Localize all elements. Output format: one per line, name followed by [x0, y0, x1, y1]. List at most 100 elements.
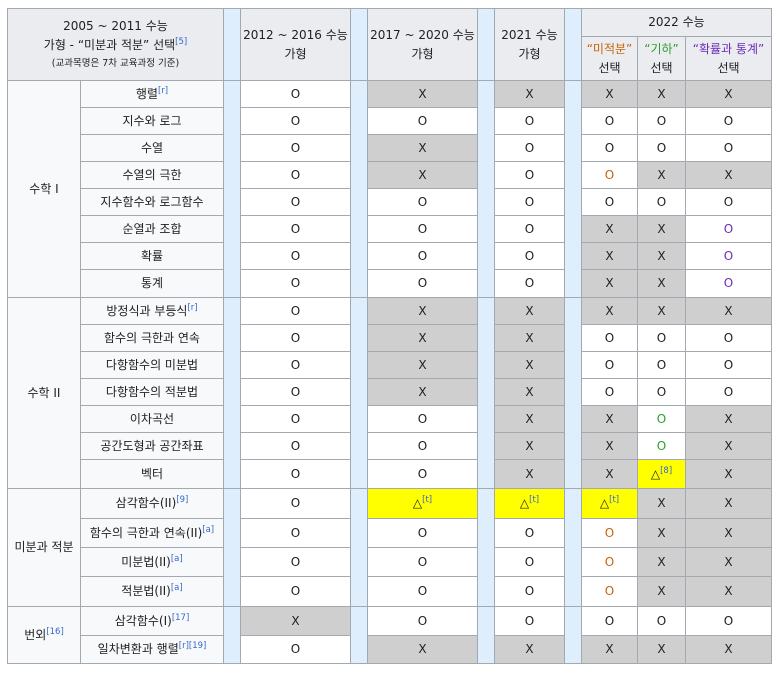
cell-mark: O	[723, 276, 734, 290]
ref-link[interactable]: [r]	[187, 302, 198, 313]
cell-mark: △[8]	[650, 465, 673, 481]
topic-text: 삼각함수(I)	[114, 613, 172, 628]
topic-label: 삼각함수(II)[9]	[80, 488, 224, 519]
cell-col-2012-2016: O	[240, 297, 351, 325]
cell-col-2021: X	[494, 378, 565, 406]
ref-link[interactable]: [t]	[609, 495, 620, 505]
cell-mark: O	[656, 384, 667, 399]
gap-column	[477, 80, 495, 298]
cell-mark: X	[525, 438, 534, 453]
cell-col-2022-geometry: X	[637, 161, 686, 189]
topic-label: 일차변환과 행렬[r][19]	[80, 635, 224, 664]
cell-col-2022-probability: X	[684, 576, 773, 607]
cell-col-2022-geometry: O	[637, 324, 686, 352]
topic-label: 행렬[r]	[80, 80, 224, 108]
ref-link[interactable]: [a]	[202, 524, 215, 535]
header-2022-calculus-name: “미적분”	[586, 41, 633, 56]
cell-col-2022-calculus: X	[581, 242, 638, 270]
topic-label: 방정식과 부등식[r]	[80, 297, 224, 325]
cell-mark: O	[290, 167, 301, 182]
header-2012-2016-type: 가형	[284, 46, 307, 61]
cell-mark: O	[723, 221, 734, 236]
cell-col-2017-2020: O	[367, 242, 478, 270]
cell-col-2021: O	[494, 161, 565, 189]
cell-col-2017-2020: O	[367, 215, 478, 243]
cell-col-2012-2016: O	[240, 576, 351, 607]
cell-mark: O	[656, 357, 667, 372]
cell-mark: X	[525, 466, 534, 481]
ref-link[interactable]: [r]	[157, 85, 169, 96]
cell-mark: O	[524, 221, 535, 236]
header-2012-2016: 2012 ~ 2016 수능 가형	[240, 8, 351, 81]
cell-col-2012-2016: O	[240, 432, 351, 460]
ref-link[interactable]: [r][19]	[178, 641, 207, 651]
cell-mark: O	[604, 330, 615, 345]
cell-mark: X	[605, 303, 614, 318]
topic-text: 지수와 로그	[122, 113, 182, 128]
cell-mark: X	[605, 411, 614, 426]
cell-col-2022-calculus: O	[581, 576, 638, 607]
cell-col-2012-2016: O	[240, 518, 351, 548]
cell-col-2017-2020: X	[367, 378, 478, 406]
topic-text: 통계	[140, 276, 164, 290]
topic-text: 공간도형과 공간좌표	[100, 438, 204, 453]
gap-column	[223, 297, 241, 489]
topic-label: 함수의 극한과 연속(II)[a]	[80, 518, 224, 548]
cell-col-2017-2020: X	[367, 161, 478, 189]
cell-mark: X	[657, 303, 666, 318]
cell-col-2022-calculus: △[t]	[581, 488, 638, 519]
cell-col-2017-2020: X	[367, 635, 478, 664]
cell-col-2022-probability: X	[684, 161, 773, 189]
header-2022-probability: “확률과 통계” 선택	[684, 36, 773, 81]
cell-col-2021: X	[494, 324, 565, 352]
topic-label: 벡터	[80, 459, 224, 489]
cell-mark: O	[417, 466, 428, 481]
ref-link[interactable]: [5]	[175, 36, 188, 47]
cell-mark: O	[524, 276, 535, 290]
cell-col-2021: O	[494, 215, 565, 243]
table-row: 수열 O X O O O O	[8, 134, 773, 162]
cell-mark: O	[656, 330, 667, 345]
cell-col-2012-2016: O	[240, 459, 351, 489]
cell-col-2021: X	[494, 432, 565, 460]
ref-link[interactable]: [8]	[660, 465, 673, 476]
cell-mark: O	[417, 276, 428, 290]
topic-text: 이차곡선	[129, 411, 175, 426]
ref-link[interactable]: [t]	[529, 495, 540, 505]
header-2005-2011-note: (교과목명은 7차 교육과정 기준)	[51, 57, 180, 69]
topic-text: 삼각함수(II)	[115, 496, 177, 510]
gap-column	[223, 606, 241, 664]
cell-col-2017-2020: O	[367, 405, 478, 433]
table-row: 지수와 로그 O O O O O O	[8, 107, 773, 135]
topic-label: 이차곡선	[80, 405, 224, 433]
cell-col-2021: X	[494, 297, 565, 325]
cell-col-2021: X	[494, 351, 565, 379]
cell-mark: O	[524, 613, 535, 628]
cell-col-2012-2016: O	[240, 134, 351, 162]
topic-label: 확률	[80, 242, 224, 270]
cell-col-2012-2016: O	[240, 378, 351, 406]
cell-col-2022-geometry: O	[637, 606, 686, 636]
table-row: 이차곡선 O O X X O X	[8, 405, 773, 433]
ref-link[interactable]: [9]	[176, 495, 189, 505]
group-label-text: 미분과 적분	[14, 540, 74, 554]
topic-label: 공간도형과 공간좌표	[80, 432, 224, 460]
ref-link[interactable]: [a]	[170, 553, 183, 564]
cell-mark: X	[418, 86, 427, 101]
ref-link[interactable]: [a]	[170, 583, 183, 593]
table-row: 미분과 적분 삼각함수(II)[9] O △[t] △[t] △[t] X X	[7, 488, 773, 607]
header-2021: 2021 수능 가형	[494, 8, 565, 81]
topic-text: 지수함수와 로그함수	[100, 194, 204, 209]
topic-label: 수열의 극한	[80, 161, 224, 189]
cell-col-2021: O	[494, 576, 565, 607]
cell-mark: X	[605, 248, 614, 263]
ref-link[interactable]: [16]	[46, 626, 64, 637]
ref-link[interactable]: [t]	[422, 495, 433, 505]
table-row: 번외[16] 삼각함수(I)[17] X O O O O O	[7, 606, 773, 664]
group-label-text: 수학 I	[29, 181, 59, 196]
cell-col-2012-2016: O	[240, 351, 351, 379]
topic-label: 적분법(II)[a]	[80, 576, 224, 607]
cell-mark: X	[525, 330, 534, 345]
ref-link[interactable]: [17]	[171, 612, 190, 623]
cell-mark: O	[290, 384, 301, 399]
